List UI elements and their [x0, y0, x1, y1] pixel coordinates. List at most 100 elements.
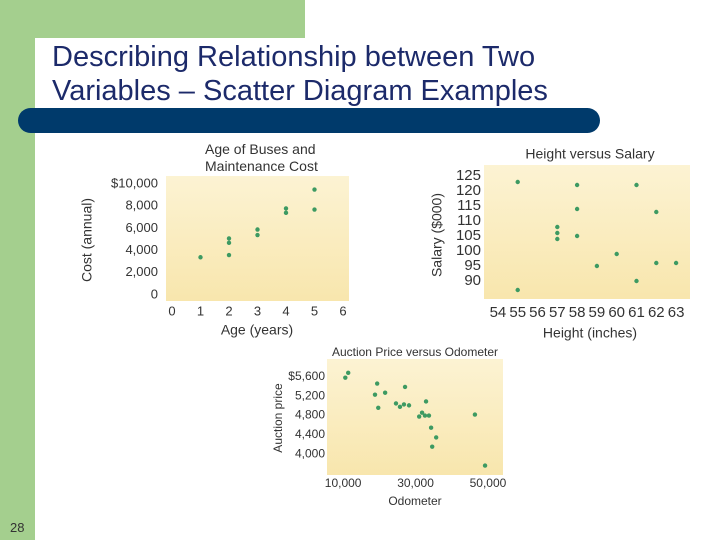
chart-title: Height versus Salary — [525, 146, 654, 162]
x-tick-label: 63 — [668, 304, 685, 321]
point — [402, 384, 408, 390]
x-tick-label: 54 — [490, 304, 507, 321]
point — [482, 463, 488, 468]
point — [614, 251, 619, 257]
point — [634, 182, 639, 188]
x-tick-label: 5 — [311, 303, 318, 318]
point — [574, 206, 580, 212]
x-tick-label: 62 — [648, 304, 665, 321]
point — [472, 412, 478, 417]
x-tick-label: 4 — [282, 303, 289, 318]
point — [423, 399, 429, 404]
x-tick-label: 56 — [529, 304, 546, 321]
side-band — [0, 0, 35, 540]
y-axis-label: Salary ($000) — [429, 193, 445, 277]
title-bar — [18, 108, 600, 133]
y-tick-label: 95 — [464, 257, 481, 274]
point — [393, 401, 399, 406]
x-tick-label: 61 — [628, 304, 645, 321]
point — [433, 435, 439, 440]
point — [654, 260, 659, 266]
point — [226, 240, 232, 246]
y-tick-label: 2,000 — [125, 264, 158, 279]
x-tick-label: 1 — [197, 303, 204, 318]
point — [634, 278, 639, 284]
point — [283, 210, 289, 216]
y-tick-label: 5,200 — [295, 388, 325, 402]
point — [594, 263, 600, 269]
x-axis-label: Height (inches) — [543, 325, 637, 341]
x-axis-label: Age (years) — [221, 322, 293, 338]
point — [198, 255, 203, 260]
x-axis-label: Odometer — [388, 494, 441, 508]
point — [255, 232, 260, 238]
y-tick-label: $5,600 — [288, 369, 325, 383]
x-tick-label: 0 — [168, 303, 175, 318]
x-tick-label: 30,000 — [397, 476, 434, 490]
point — [283, 206, 289, 211]
point — [406, 403, 412, 408]
point — [346, 370, 351, 376]
y-tick-label: 4,400 — [295, 427, 325, 441]
plot-area — [166, 176, 349, 301]
y-axis-label: Auction price — [271, 383, 285, 453]
point — [555, 236, 560, 242]
y-tick-label: 100 — [456, 242, 481, 259]
point — [429, 444, 435, 449]
point — [226, 236, 232, 241]
point — [343, 375, 348, 380]
point — [574, 233, 580, 239]
point — [515, 287, 520, 293]
point — [515, 179, 520, 185]
plot-area — [484, 165, 690, 299]
chart-title: Age of Buses and Maintenance Cost — [205, 141, 318, 174]
point — [382, 390, 388, 395]
y-tick-label: 0 — [151, 286, 158, 301]
point — [673, 260, 679, 266]
point — [376, 405, 381, 410]
y-tick-label: 6,000 — [125, 220, 158, 235]
x-tick-label: 3 — [254, 303, 261, 318]
slide-title: Describing Relationship between Two Vari… — [52, 41, 548, 107]
point — [374, 381, 380, 386]
plot-area — [327, 359, 503, 475]
y-tick-label: 8,000 — [125, 198, 158, 213]
point — [654, 209, 659, 215]
chart-title: Auction Price versus Odometer — [332, 345, 498, 359]
x-tick-label: 58 — [569, 304, 586, 321]
y-tick-label: 105 — [456, 227, 481, 244]
y-tick-label: 115 — [457, 197, 481, 214]
x-tick-label: 50,000 — [470, 476, 507, 490]
y-tick-label: 4,000 — [125, 242, 158, 257]
point — [312, 187, 317, 192]
x-tick-label: 2 — [225, 303, 232, 318]
point — [312, 207, 317, 212]
x-tick-label: 6 — [339, 303, 346, 318]
y-tick-label: 4,800 — [295, 408, 325, 422]
y-axis-label: Cost (annual) — [79, 198, 95, 282]
x-tick-label: 59 — [589, 304, 606, 321]
x-tick-label: 60 — [608, 304, 625, 321]
point — [422, 413, 428, 418]
y-tick-label: 125 — [456, 167, 481, 184]
point — [416, 414, 422, 419]
point — [426, 413, 432, 418]
point — [401, 402, 407, 407]
x-tick-label: 57 — [549, 304, 566, 321]
point — [255, 227, 260, 232]
y-tick-label: 4,000 — [295, 447, 325, 461]
point — [428, 425, 434, 430]
point — [555, 230, 560, 236]
x-tick-label: 10,000 — [325, 476, 362, 490]
point — [372, 392, 378, 397]
x-tick-label: 55 — [509, 304, 526, 321]
y-tick-label: 90 — [464, 272, 481, 289]
y-tick-label: 110 — [457, 212, 481, 229]
point — [574, 182, 580, 188]
y-tick-label: 120 — [456, 182, 481, 199]
point — [419, 410, 425, 415]
point — [555, 224, 560, 230]
y-tick-label: $10,000 — [111, 175, 158, 190]
